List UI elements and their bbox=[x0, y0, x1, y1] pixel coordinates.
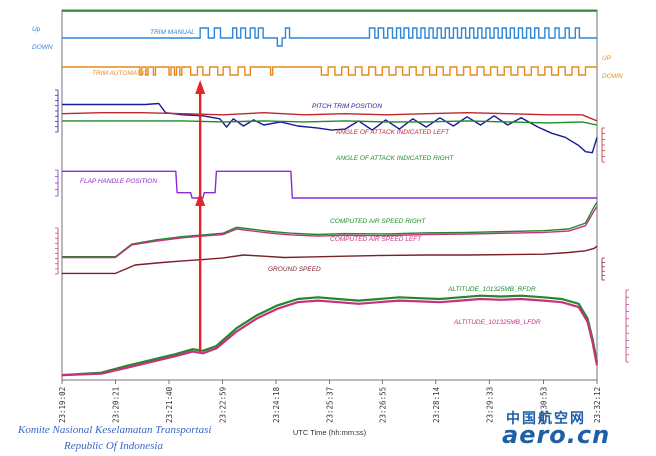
chart-annotations bbox=[195, 80, 206, 352]
series-label: ALTITUDE_101325MB_RFDR bbox=[447, 286, 536, 293]
series-label: GROUND SPEED bbox=[268, 266, 321, 273]
x-tick-label: 23:32:12 bbox=[593, 387, 602, 423]
org-country: Republic Of Indonesia bbox=[64, 440, 163, 452]
x-tick-label: 23:19:02 bbox=[58, 387, 67, 423]
series-line-attitude-0 bbox=[62, 102, 598, 154]
series-label: PITCH TRIM POSITION bbox=[312, 103, 382, 110]
series-label: TRIM MANUAL bbox=[150, 29, 195, 36]
chart-series bbox=[61, 27, 599, 377]
series-label: ANGLE OF ATTACK INDICATED RIGHT bbox=[335, 155, 454, 162]
state-label-up: Up bbox=[32, 26, 41, 33]
x-tick-label: 23:30:53 bbox=[540, 387, 549, 423]
series-line-altitude-1 bbox=[61, 297, 599, 377]
watermark-cn: 中国航空网 bbox=[506, 411, 586, 427]
series-label: TRIM AUTOMATIC bbox=[92, 70, 147, 77]
x-tick-label: 23:25:37 bbox=[326, 387, 335, 423]
x-tick-label: 23:24:18 bbox=[272, 386, 281, 423]
x-tick-label: 23:28:14 bbox=[432, 386, 441, 423]
watermark-en: aero.cn bbox=[502, 421, 611, 449]
series-line-speed-2 bbox=[62, 245, 598, 275]
annotation-arrow-head bbox=[195, 80, 206, 94]
org-name: Komite Nasional Keselamatan Transportasi bbox=[18, 424, 212, 436]
state-label-up: UP bbox=[602, 55, 612, 62]
series-line-flap-0 bbox=[62, 170, 597, 199]
series-line-1 bbox=[62, 66, 597, 76]
series-line-speed-1 bbox=[62, 206, 598, 259]
x-tick-label: 23:22:59 bbox=[219, 387, 228, 423]
series-line-attitude-1 bbox=[61, 112, 598, 122]
state-label-down: DOWN bbox=[602, 73, 623, 80]
chart-frame bbox=[55, 9, 629, 384]
x-axis-label: UTC Time (hh:mm:ss) bbox=[293, 428, 367, 437]
chart-labels: 23:19:02 23:20:21 23:21:40 23:22:59 23:24:18… bbox=[32, 26, 623, 437]
series-line-attitude-2 bbox=[62, 120, 598, 126]
x-tick-label: 23:21:40 bbox=[165, 386, 174, 423]
series-label: ANGLE OF ATTACK INDICATED LEFT bbox=[335, 129, 450, 136]
x-tick-label: 23:26:55 bbox=[378, 387, 387, 423]
series-label: FLAP HANDLE POSITION bbox=[80, 178, 157, 185]
x-tick-label: 23:20:21 bbox=[112, 387, 121, 423]
watermark-logo: 中国航空网 aero.cn bbox=[500, 408, 650, 454]
x-tick-label: 23:29:33 bbox=[485, 387, 494, 423]
series-label: COMPUTED AIR SPEED LEFT bbox=[330, 236, 422, 243]
series-label: ALTITUDE_101325MB_LFDR bbox=[453, 319, 541, 326]
annotation-arrow-head bbox=[195, 192, 206, 206]
series-label: COMPUTED AIR SPEED RIGHT bbox=[330, 218, 426, 225]
series-line-altitude-0 bbox=[61, 294, 599, 377]
series-line-speed-0 bbox=[62, 201, 598, 258]
state-label-down: DOWN bbox=[32, 44, 53, 51]
series-line-0 bbox=[62, 27, 597, 47]
